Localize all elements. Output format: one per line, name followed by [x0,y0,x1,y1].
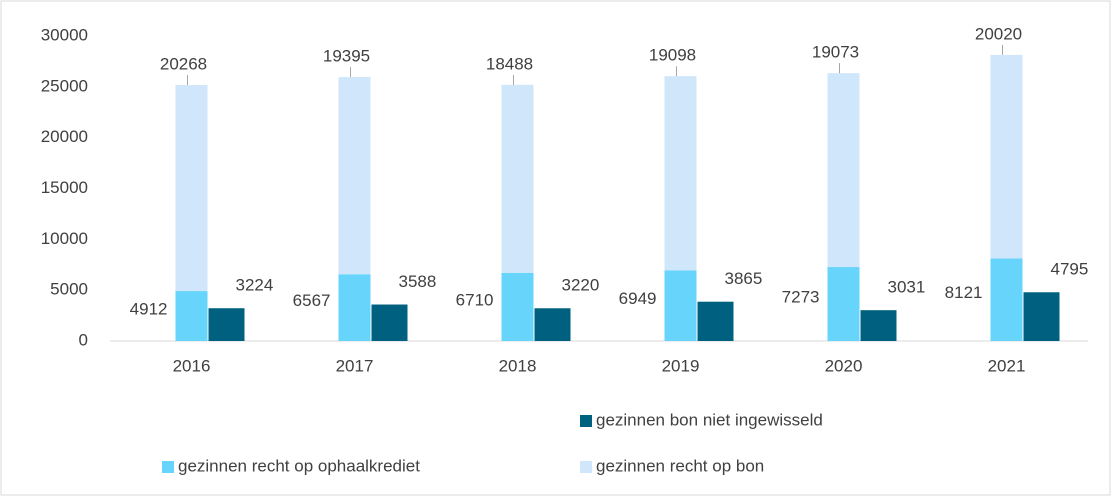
legend-label: gezinnen bon niet ingewisseld [596,410,823,429]
data-label: 8121 [945,283,983,302]
data-label: 18488 [486,54,533,73]
bar [990,258,1023,341]
bar [860,310,897,341]
data-label: 7273 [782,288,820,307]
bar [827,73,860,268]
data-label: 3588 [399,272,437,291]
bar [664,270,697,341]
legend-swatch [580,461,592,473]
legend-label: gezinnen recht op ophaalkrediet [178,456,420,475]
data-label: 20268 [160,54,207,73]
bar [338,274,371,341]
data-label: 19073 [812,43,859,62]
data-label: 20020 [975,24,1022,43]
y-tick-label: 30000 [41,25,88,44]
x-tick-label: 2017 [336,356,374,375]
bar [664,76,697,271]
data-label: 4795 [1051,260,1089,279]
x-tick-label: 2019 [662,356,700,375]
data-label: 3031 [888,278,926,297]
y-tick-label: 0 [79,330,88,349]
legend-swatch [580,415,592,427]
data-label: 4912 [130,300,168,319]
y-tick-label: 10000 [41,229,88,248]
y-tick-label: 25000 [41,76,88,95]
x-tick-label: 2018 [499,356,537,375]
data-label: 6567 [293,291,331,310]
bar [501,272,534,341]
bar [534,308,571,341]
bar [371,304,408,341]
bar [175,291,208,341]
x-tick-label: 2020 [825,356,863,375]
y-tick-label: 15000 [41,178,88,197]
bar [827,267,860,341]
bar [1023,292,1060,341]
bar [208,308,245,341]
data-label: 19098 [649,46,696,65]
data-label: 3865 [725,269,763,288]
x-tick-label: 2016 [173,356,211,375]
data-label: 3220 [562,276,600,295]
bar [990,54,1023,259]
legend-swatch [162,461,174,473]
data-label: 3224 [236,276,274,295]
data-label: 6949 [619,289,657,308]
legend-label: gezinnen recht op bon [596,456,764,475]
y-tick-label: 20000 [41,127,88,146]
data-label: 6710 [456,290,494,309]
data-label: 19395 [323,47,370,66]
bar [697,301,734,341]
bar [338,77,371,275]
y-tick-label: 5000 [50,280,88,299]
x-tick-label: 2021 [988,356,1026,375]
bar [501,84,534,273]
bar [175,85,208,292]
